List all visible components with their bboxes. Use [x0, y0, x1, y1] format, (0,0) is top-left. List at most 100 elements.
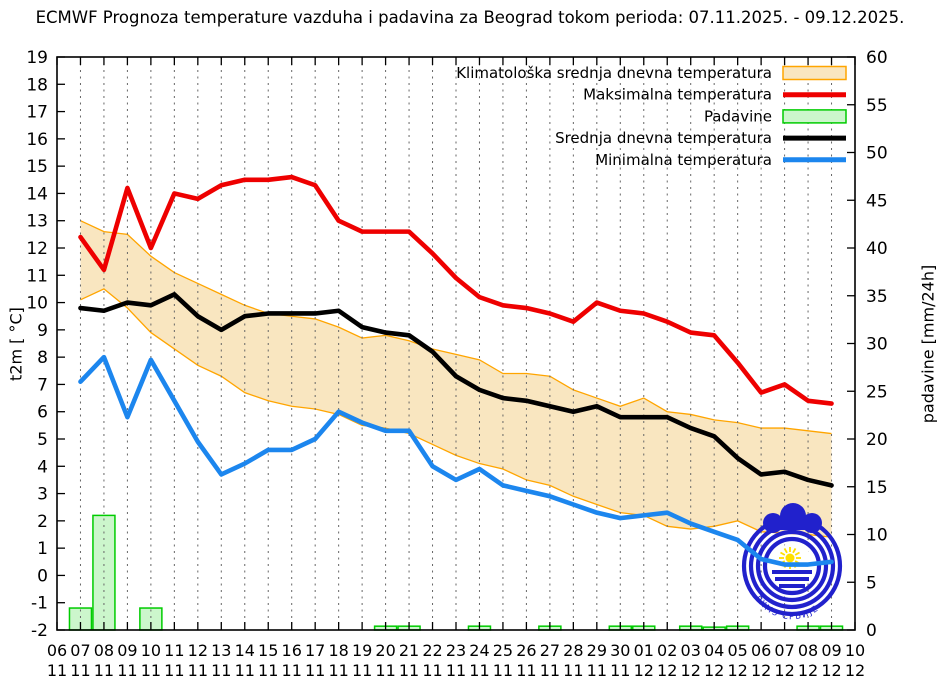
x-tick-label-day: 24	[469, 641, 489, 660]
x-tick-label-month: 11	[141, 661, 161, 680]
x-tick-label-day: 20	[375, 641, 395, 660]
y-left-tick-label: 0	[37, 566, 48, 586]
x-tick-label-day: 09	[821, 641, 841, 660]
x-tick-label-month: 12	[704, 661, 724, 680]
y-left-tick-label: 9	[37, 321, 48, 341]
x-tick-label-day: 10	[141, 641, 161, 660]
y-left-tick-label: 2	[37, 512, 48, 532]
x-tick-label-month: 11	[469, 661, 489, 680]
x-tick-label-day: 09	[117, 641, 137, 660]
x-tick-label-month: 12	[751, 661, 771, 680]
x-tick-label-month: 11	[188, 661, 208, 680]
x-tick-label-month: 11	[117, 661, 137, 680]
y-right-tick-label: 40	[866, 239, 888, 259]
x-tick-label-day: 22	[422, 641, 442, 660]
y-left-tick-label: -1	[31, 594, 48, 614]
x-tick-label-day: 27	[540, 641, 560, 660]
x-tick-label-month: 11	[587, 661, 607, 680]
x-tick-label-day: 15	[258, 641, 278, 660]
x-tick-label-month: 11	[211, 661, 231, 680]
y-left-tick-label: 18	[26, 75, 48, 95]
x-tick-label-day: 07	[70, 641, 90, 660]
x-tick-label-day: 05	[727, 641, 747, 660]
legend-key-box	[782, 109, 847, 124]
logo-ring	[762, 536, 822, 596]
x-tick-label-day: 18	[328, 641, 348, 660]
y-left-tick-label: 5	[37, 430, 48, 450]
logo-cloud-icon	[763, 503, 822, 533]
y-right-tick-label: 45	[866, 191, 888, 211]
y-right-tick-label: 25	[866, 382, 888, 402]
x-tick-label-day: 21	[399, 641, 419, 660]
y-left-tick-label: 7	[37, 375, 48, 395]
x-tick-label-month: 11	[305, 661, 325, 680]
x-tick-label-day: 13	[211, 641, 231, 660]
x-tick-label-day: 11	[164, 641, 184, 660]
y-left-tick-label: 17	[26, 103, 48, 123]
x-tick-label-month: 11	[70, 661, 90, 680]
x-tick-label-day: 03	[681, 641, 701, 660]
x-tick-label-month: 12	[681, 661, 701, 680]
x-tick-label-month: 11	[352, 661, 372, 680]
x-tick-label-day: 06	[751, 641, 771, 660]
axis-labels: -2-1012345678910111213141516171819051015…	[26, 48, 887, 680]
gridlines	[79, 57, 833, 630]
y-left-tick-label: -2	[31, 621, 48, 641]
y-right-tick-label: 15	[866, 478, 888, 498]
x-tick-label-day: 06	[47, 641, 67, 660]
x-tick-label-day: 04	[704, 641, 724, 660]
x-tick-label-month: 11	[94, 661, 114, 680]
mean-temperature-line	[78, 292, 834, 488]
x-tick-label-month: 12	[798, 661, 818, 680]
y-right-tick-label: 0	[866, 621, 877, 641]
x-tick-label-day: 29	[587, 641, 607, 660]
x-tick-label-month: 11	[258, 661, 278, 680]
legend-label: Minimalna temperatura	[595, 151, 772, 169]
x-tick-label-day: 25	[493, 641, 513, 660]
x-tick-label-month: 12	[845, 661, 865, 680]
x-tick-label-day: 07	[774, 641, 794, 660]
climatology-band	[80, 220, 832, 538]
y-left-tick-label: 1	[37, 539, 48, 559]
x-tick-label-month: 12	[774, 661, 794, 680]
x-tick-label-month: 11	[446, 661, 466, 680]
x-tick-label-month: 11	[47, 661, 67, 680]
x-tick-label-day: 17	[305, 641, 325, 660]
axis-ticks	[56, 56, 856, 631]
legend: Klimatološka srednja dnevna temperatura M…	[456, 64, 847, 169]
logo-ring	[755, 529, 829, 603]
x-tick-label-month: 11	[422, 661, 442, 680]
y-left-tick-label: 3	[37, 485, 48, 505]
y-right-tick-label: 20	[866, 430, 888, 450]
legend-label: Klimatološka srednja dnevna temperatura	[456, 64, 772, 82]
legend-label: Maksimalna temperatura	[583, 86, 772, 104]
x-tick-label-day: 28	[563, 641, 583, 660]
x-tick-label-day: 01	[634, 641, 654, 660]
climatology-band-upper-edge	[80, 220, 832, 435]
y-right-tick-label: 30	[866, 335, 888, 355]
x-tick-label-day: 23	[446, 641, 466, 660]
x-tick-label-month: 11	[235, 661, 255, 680]
y-right-tick-label: 5	[866, 573, 877, 593]
y-left-tick-label: 6	[37, 403, 48, 423]
x-tick-label-month: 11	[375, 661, 395, 680]
x-tick-label-day: 19	[352, 641, 372, 660]
chart-title: ECMWF Prognoza temperature vazduha i pad…	[35, 8, 905, 27]
x-tick-label-day: 10	[845, 641, 865, 660]
x-tick-label-month: 11	[563, 661, 583, 680]
right-axis-title: padavine [mm/24h]	[918, 264, 938, 424]
x-tick-label-month: 11	[493, 661, 513, 680]
y-left-tick-label: 13	[26, 212, 48, 232]
x-tick-label-day: 12	[188, 641, 208, 660]
left-axis-title: t2m [ °C]	[6, 307, 26, 381]
y-right-tick-label: 50	[866, 144, 888, 164]
y-left-tick-label: 14	[26, 184, 48, 204]
x-tick-label-month: 12	[727, 661, 747, 680]
y-right-tick-label: 10	[866, 526, 888, 546]
y-left-tick-label: 11	[26, 266, 48, 286]
x-tick-label-day: 08	[94, 641, 114, 660]
x-tick-label-day: 30	[610, 641, 630, 660]
y-left-tick-label: 19	[26, 48, 48, 68]
